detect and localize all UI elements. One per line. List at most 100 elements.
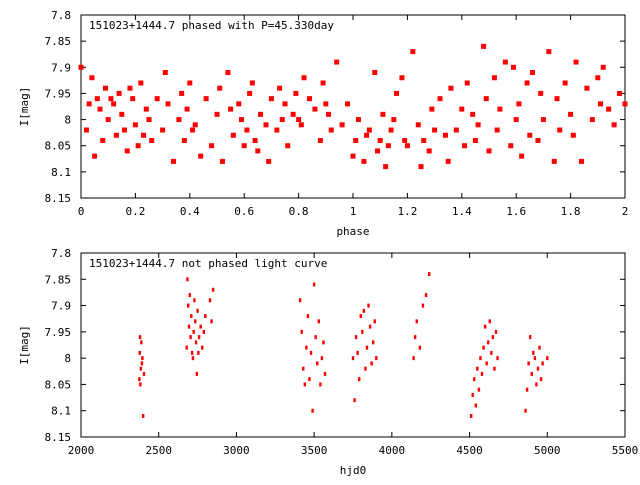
data-point — [198, 153, 204, 159]
data-point — [584, 85, 590, 91]
data-point — [364, 132, 370, 138]
y-tick-label: 7.9 — [51, 300, 71, 313]
x-axis-label: hjd0 — [340, 464, 367, 477]
data-point — [185, 345, 188, 350]
data-point — [138, 377, 141, 382]
data-point — [617, 90, 623, 96]
data-point — [469, 413, 473, 418]
y-axis-label: I[mag] — [18, 325, 31, 365]
data-point — [320, 80, 326, 86]
data-point — [219, 158, 225, 164]
data-point — [334, 59, 340, 65]
data-point — [194, 340, 198, 345]
x-axis-label: phase — [336, 225, 369, 238]
data-point — [209, 143, 215, 149]
data-point — [546, 49, 552, 55]
data-point — [176, 117, 182, 123]
data-point — [424, 293, 428, 298]
data-point — [606, 106, 612, 112]
x-tick-label: 2500 — [145, 444, 172, 457]
data-point — [415, 319, 418, 324]
data-point — [298, 298, 302, 303]
y-tick-label: 7.9 — [51, 61, 71, 74]
data-point — [373, 319, 376, 324]
data-point — [536, 366, 540, 371]
data-point — [113, 132, 119, 138]
data-point — [100, 137, 106, 143]
data-point — [279, 117, 285, 123]
data-point — [323, 101, 329, 107]
data-point — [437, 96, 443, 102]
data-point — [473, 377, 476, 382]
data-point — [194, 319, 197, 324]
data-point — [193, 298, 196, 303]
data-point — [362, 308, 366, 313]
data-point — [293, 90, 299, 96]
data-point — [482, 345, 485, 350]
data-point — [204, 314, 207, 319]
data-point — [317, 137, 323, 143]
raw-light-curve-panel: 2000 2500 3000 3500 4000 4500 5000 5500 7.8 7.85 7… — [18, 247, 638, 477]
x-tick-label: 0.4 — [180, 205, 200, 218]
data-point — [296, 117, 302, 123]
data-point — [143, 106, 149, 112]
data-point — [358, 377, 361, 382]
data-point — [533, 356, 537, 361]
data-point — [238, 117, 244, 123]
data-point — [539, 377, 543, 382]
y-tick-label: 8.15 — [45, 431, 72, 444]
data-point — [94, 96, 100, 102]
data-point — [202, 329, 205, 334]
data-point — [277, 85, 283, 91]
data-point — [217, 85, 223, 91]
data-point — [355, 117, 361, 123]
data-point — [399, 75, 405, 81]
y-axis-label: I[mag] — [18, 87, 31, 127]
data-point — [268, 96, 274, 102]
data-point — [502, 59, 508, 65]
data-point — [328, 127, 334, 133]
data-point — [448, 85, 454, 91]
x-tick-label: 0.6 — [234, 205, 254, 218]
data-point — [476, 366, 479, 371]
data-point — [197, 335, 201, 340]
y-tick-label: 8.1 — [51, 405, 71, 418]
data-point — [445, 158, 451, 164]
data-point — [132, 122, 138, 128]
data-point — [263, 122, 269, 128]
data-point — [89, 75, 95, 81]
data-point — [404, 143, 410, 149]
data-point — [138, 335, 142, 340]
data-point — [266, 158, 272, 164]
data-point — [480, 371, 484, 376]
data-point — [306, 96, 312, 102]
data-point — [116, 90, 122, 96]
data-point — [471, 392, 474, 397]
data-point — [141, 413, 145, 418]
data-point — [214, 111, 220, 117]
data-point — [124, 148, 130, 154]
data-point — [201, 345, 204, 350]
data-point — [187, 80, 193, 86]
data-point — [532, 350, 535, 355]
data-point — [598, 101, 604, 107]
data-point — [179, 90, 185, 96]
data-point — [326, 111, 332, 117]
data-point — [510, 64, 516, 70]
data-point — [562, 80, 568, 86]
data-point — [196, 308, 199, 313]
data-point — [108, 96, 114, 102]
y-tick-label: 7.8 — [51, 9, 71, 22]
x-tick-label: 0 — [78, 205, 85, 218]
data-point — [524, 80, 530, 86]
data-point — [186, 277, 189, 282]
data-point — [573, 59, 579, 65]
data-point — [312, 282, 316, 287]
data-point — [350, 153, 356, 159]
data-point — [388, 127, 394, 133]
data-point — [191, 356, 195, 361]
data-point — [122, 127, 128, 133]
data-point — [141, 132, 147, 138]
data-point — [138, 80, 144, 86]
